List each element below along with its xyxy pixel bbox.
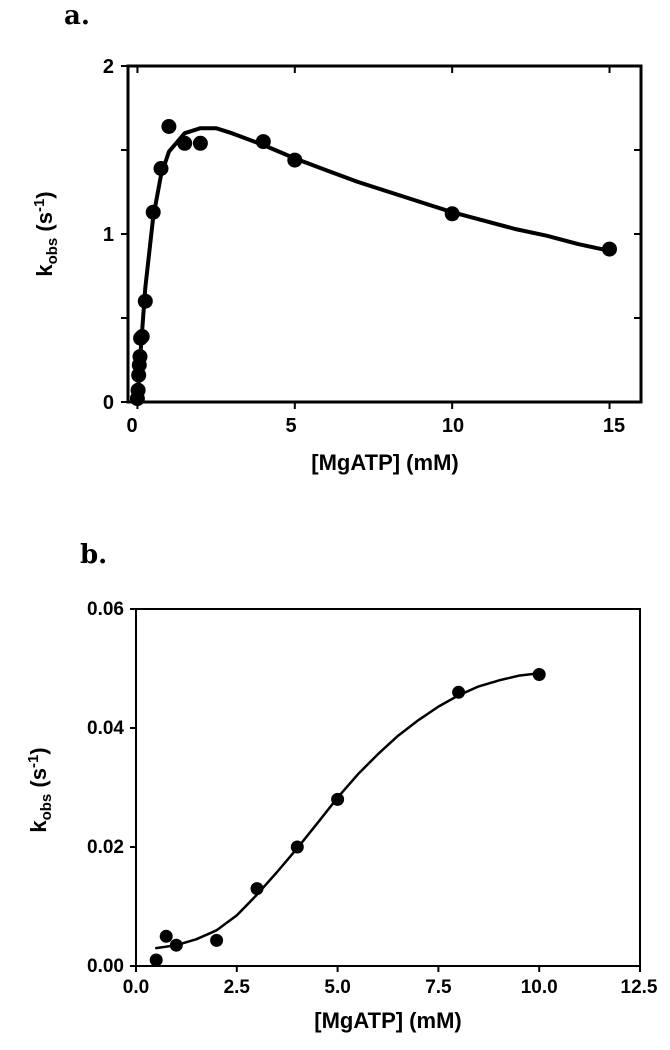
panel-b-y-axis-title-unit-close: ) — [26, 747, 51, 754]
panel-b-data-points — [149, 668, 546, 967]
panel-a-ticks — [121, 65, 641, 409]
panel-b-fit-curve — [154, 672, 541, 950]
panel-a-y-axis-title: kobs (s-1) — [31, 191, 61, 276]
panel-b-y-tick-label: 0.06 — [87, 599, 124, 620]
data-point — [145, 204, 161, 220]
panel-a-y-axis-title-superscript: -1 — [31, 199, 48, 212]
data-point — [452, 685, 466, 699]
panel-a-y-axis-title-main: k — [32, 264, 57, 277]
data-point — [331, 792, 345, 806]
panel-a-y-axis-title-unit: (s — [32, 212, 57, 238]
panel-b-y-axis-title-main: k — [26, 820, 51, 833]
panel-b-y-axis-title: kobs (s-1) — [25, 747, 55, 832]
fit-curve-line — [154, 672, 541, 950]
panel-b-x-tick-label: 5.0 — [324, 977, 350, 998]
panel-a-x-tick-label: 10 — [442, 415, 464, 437]
panel-a-fit-curve — [135, 126, 612, 404]
data-point — [210, 933, 224, 947]
data-point — [137, 293, 153, 309]
data-point — [287, 152, 303, 168]
data-point — [161, 119, 177, 134]
panel-a-data-points — [129, 119, 617, 407]
panel-b-x-tick-label: 7.5 — [425, 977, 452, 998]
data-point — [134, 329, 150, 344]
data-point — [177, 135, 193, 151]
panel-b-y-tick-label: 0.02 — [87, 837, 124, 858]
panel-b-x-tick-label: 2.5 — [224, 977, 251, 998]
data-point — [255, 134, 271, 150]
data-point — [290, 840, 304, 854]
data-point — [532, 668, 546, 681]
fit-curve-line — [135, 126, 612, 404]
panel-a-x-tick-labels: 0 5 10 15 — [126, 415, 625, 437]
panel-b-x-axis-title: [MgATP] (mM) — [314, 1008, 461, 1033]
panel-a-x-tick-label: 5 — [285, 415, 296, 437]
panel-b-x-tick-label: 0.0 — [123, 977, 149, 998]
data-point — [159, 929, 173, 943]
panel-a-y-axis-title-unit-close: ) — [32, 191, 57, 198]
data-point — [149, 953, 163, 967]
panel-b-x-tick-label: 10.0 — [521, 977, 558, 998]
panel-b-y-axis-title-subscript: obs — [38, 794, 55, 821]
panel-b-y-axis-title-unit: (s — [26, 768, 51, 794]
panel-a-y-axis-title-subscript: obs — [44, 238, 61, 265]
panel-a-plot-frame — [126, 64, 643, 404]
panel-a-y-tick-label: 2 — [103, 56, 114, 78]
panel-a-y-tick-label: 0 — [103, 392, 114, 414]
data-point — [153, 161, 169, 176]
panel-a-y-tick-labels: 0 1 2 — [103, 56, 114, 414]
data-point — [130, 382, 146, 398]
panel-b-plot-frame — [135, 608, 641, 967]
panel-b-y-axis-title-superscript: -1 — [25, 755, 42, 768]
data-point — [132, 349, 148, 365]
panel-b-y-tick-label: 0.00 — [87, 956, 124, 977]
panel-b-y-tick-labels: 0.00 0.02 0.04 0.06 — [87, 599, 124, 977]
data-point — [602, 241, 617, 257]
panel-a-x-axis-title: [MgATP] (mM) — [311, 450, 458, 475]
panel-b-ticks — [130, 608, 641, 972]
panel-b-label: b. — [80, 540, 107, 570]
data-point — [192, 135, 208, 151]
panel-a-label: a. — [64, 1, 90, 31]
panel-a: a. 0 5 10 15 0 1 2 [MgATP] (mM) kobs (s-… — [31, 1, 643, 475]
panel-a-y-tick-label: 1 — [103, 224, 114, 246]
data-point — [169, 938, 183, 952]
panel-b: b. 0.0 2.5 5.0 7.5 10.0 12.5 0.00 0.02 0… — [25, 540, 658, 1033]
data-point — [250, 882, 264, 896]
panel-a-x-tick-label: 15 — [603, 415, 625, 437]
data-point — [444, 206, 460, 222]
panel-a-x-tick-label: 0 — [126, 415, 137, 437]
panel-b-x-tick-labels: 0.0 2.5 5.0 7.5 10.0 12.5 — [123, 977, 658, 998]
panel-b-y-tick-label: 0.04 — [87, 718, 124, 739]
panel-b-x-tick-label: 12.5 — [621, 977, 658, 998]
